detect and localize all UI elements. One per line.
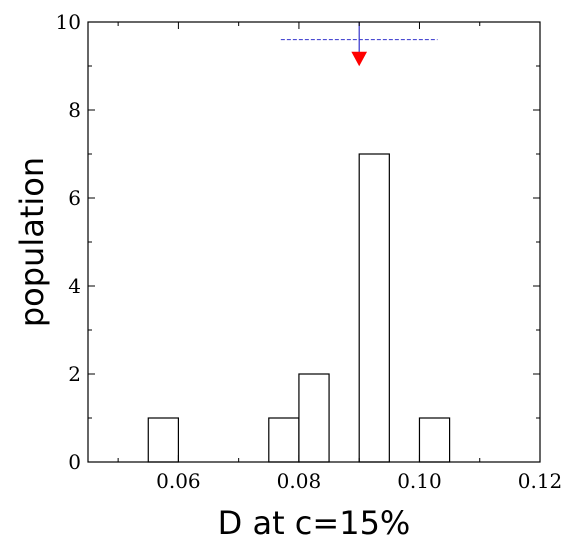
mean-arrow-head [351,51,368,67]
y-tick-label: 2 [68,362,81,386]
x-tick-labels: 0.06 0.08 0.10 0.12 [156,469,562,493]
histogram-bar [147,417,179,463]
histogram-bar [358,153,390,463]
x-axis-label: D at c=15% [218,504,411,542]
histogram-bar [268,417,300,463]
histogram-bars [147,153,451,463]
y-tick-label: 0 [68,450,81,474]
y-tick-label: 10 [56,10,81,34]
histogram-bar [298,373,330,463]
x-tick-label: 0.08 [277,469,322,493]
x-tick-label: 0.10 [397,469,442,493]
y-tick-label: 8 [68,98,81,122]
y-axis-label: population [13,157,51,327]
y-tick-labels: 0 2 4 6 8 10 [56,10,81,474]
x-tick-label: 0.06 [156,469,201,493]
histogram-bar [418,417,451,463]
mean-marker-annotation [280,22,438,67]
y-tick-label: 6 [68,186,81,210]
plot-frame [87,21,541,463]
x-tick-label: 0.12 [518,469,563,493]
y-tick-label: 4 [68,274,81,298]
